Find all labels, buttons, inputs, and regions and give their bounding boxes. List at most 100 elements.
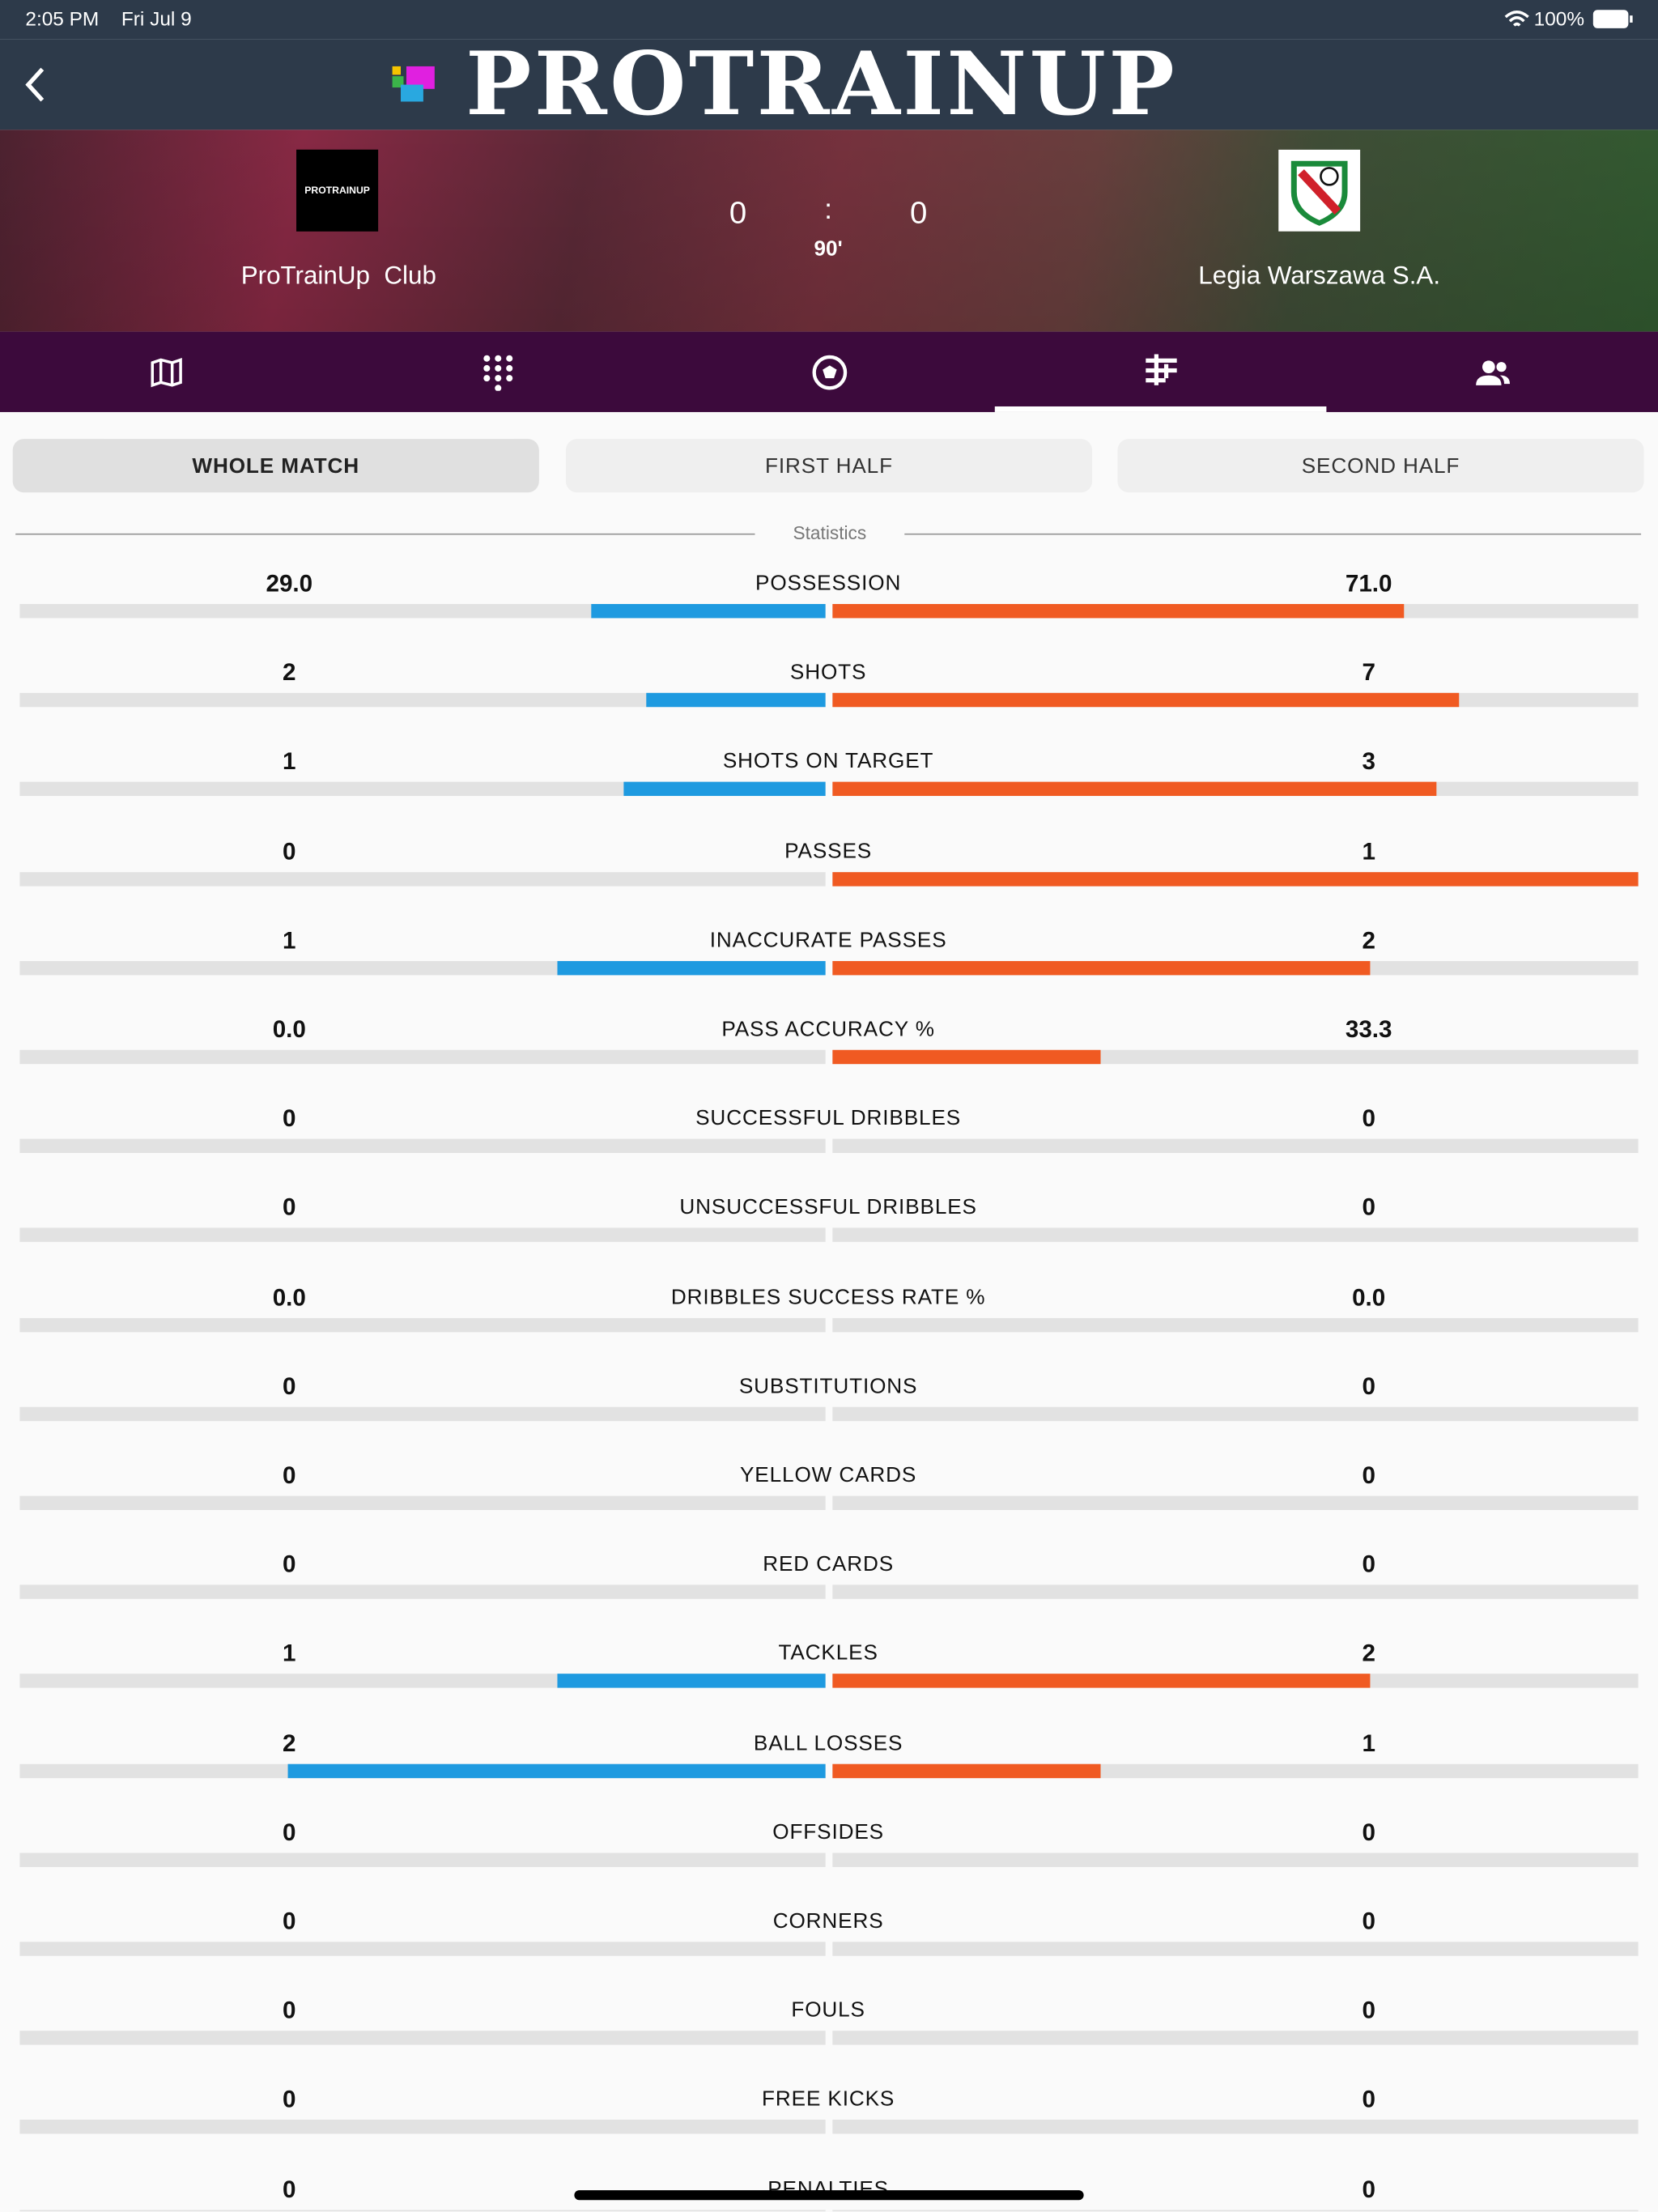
home-value: 29.0 (266, 570, 313, 598)
stat-label: PASSES (784, 839, 873, 863)
away-bar (832, 871, 1639, 886)
home-track (19, 1049, 826, 1065)
home-value: 0 (283, 1819, 296, 1846)
stat-label: FOULS (791, 1998, 865, 2023)
away-value: 33.3 (1345, 1015, 1392, 1044)
away-bar (832, 782, 1437, 797)
status-bar: 2:05 PM Fri Jul 9 100% (0, 0, 1658, 40)
section-title: Statistics (793, 521, 867, 544)
away-value: 0 (1362, 1194, 1375, 1222)
period-button[interactable]: SECOND HALF (1117, 439, 1644, 493)
stat-label: RED CARDS (763, 1552, 895, 1577)
home-bar (556, 1674, 826, 1689)
home-track (19, 1317, 826, 1332)
ball-tab[interactable] (663, 332, 995, 412)
away-value: 0 (1362, 1819, 1375, 1846)
home-score: 0 (729, 194, 747, 231)
divider (15, 533, 755, 535)
home-value: 0.0 (272, 1015, 306, 1044)
home-bar (592, 603, 826, 619)
stat-label: UNSUCCESSFUL DRIBBLES (679, 1195, 977, 1220)
home-team-name: ProTrainUp Club (240, 261, 436, 290)
period-button[interactable]: FIRST HALF (565, 439, 1093, 493)
away-track (832, 1495, 1639, 1510)
away-value: 2 (1362, 926, 1375, 954)
home-logo: PROTRAINUP (296, 149, 379, 232)
match-banner: PROTRAINUP ProTrainUp Club 0 : 0 90' Leg… (0, 130, 1658, 332)
back-button[interactable] (21, 65, 49, 104)
away-value: 0 (1362, 1908, 1375, 1935)
away-track (832, 1853, 1639, 1867)
away-value: 0 (1362, 2175, 1375, 2203)
stat-label: SUBSTITUTIONS (738, 1374, 918, 1398)
home-value: 1 (283, 926, 296, 954)
home-value: 1 (283, 748, 296, 776)
away-track (832, 1406, 1639, 1421)
tab-bar (0, 331, 1658, 412)
stat-label: POSSESSION (755, 571, 902, 596)
away-value: 3 (1362, 748, 1375, 776)
wifi-icon (1504, 11, 1529, 27)
away-track (832, 1138, 1639, 1154)
grid-tab[interactable] (332, 332, 664, 412)
home-track (19, 693, 826, 708)
players-tab[interactable] (1326, 332, 1658, 412)
home-value: 0 (283, 837, 296, 865)
stat-label: SHOTS (789, 661, 867, 685)
home-value: 0 (283, 1908, 296, 1935)
home-track (19, 1853, 826, 1867)
home-track (19, 2120, 826, 2135)
stat-label: DRIBBLES SUCCESS RATE % (670, 1285, 986, 1309)
home-value: 0 (283, 1551, 296, 1578)
stat-label: YELLOW CARDS (740, 1463, 917, 1488)
home-track (19, 1585, 826, 1600)
stat-label: CORNERS (772, 1909, 884, 1933)
away-value: 0 (1362, 1551, 1375, 1578)
home-value: 0 (283, 1997, 296, 2024)
score-separator: : (824, 194, 832, 226)
period-button[interactable]: WHOLE MATCH (12, 439, 539, 493)
home-value: 2 (283, 1729, 296, 1757)
away-logo (1278, 149, 1361, 232)
away-track (832, 2120, 1639, 2135)
away-bar (832, 693, 1460, 708)
home-bar (556, 960, 826, 976)
home-track (19, 2031, 826, 2045)
away-track (832, 1317, 1639, 1332)
app-logo-icon (392, 66, 435, 102)
stat-label: TACKLES (778, 1641, 878, 1666)
battery-icon (1592, 10, 1633, 28)
home-bar (288, 1763, 826, 1778)
stat-label: OFFSIDES (772, 1820, 884, 1844)
home-bar (623, 782, 826, 797)
away-track (832, 1585, 1639, 1600)
away-track (832, 2031, 1639, 2045)
away-bar (832, 1763, 1102, 1778)
home-value: 0 (283, 1372, 296, 1400)
match-minute: 90' (814, 236, 843, 262)
home-value: 0 (283, 1105, 296, 1133)
away-bar (832, 603, 1405, 619)
away-track (832, 1228, 1639, 1243)
away-team-name: Legia Warszawa S.A. (1198, 261, 1441, 290)
stats-tab[interactable] (994, 332, 1327, 412)
date: Fri Jul 9 (121, 6, 192, 30)
battery-level: 100% (1533, 6, 1585, 30)
away-value: 0 (1362, 1105, 1375, 1133)
stat-label: SUCCESSFUL DRIBBLES (695, 1106, 962, 1131)
home-value: 0 (283, 1194, 296, 1222)
home-track (19, 1228, 826, 1243)
home-track (19, 871, 826, 886)
home-indicator (574, 2190, 1084, 2201)
away-bar (832, 1049, 1101, 1065)
home-track (19, 1138, 826, 1154)
away-value: 7 (1362, 659, 1375, 687)
home-value: 0 (283, 1461, 296, 1489)
stat-label: PASS ACCURACY % (721, 1017, 935, 1042)
map-tab[interactable] (0, 332, 332, 412)
nav-bar: PROTRAINUP (0, 39, 1658, 130)
home-value: 2 (283, 659, 296, 687)
home-value: 0 (283, 2175, 296, 2203)
home-track (19, 2209, 826, 2212)
